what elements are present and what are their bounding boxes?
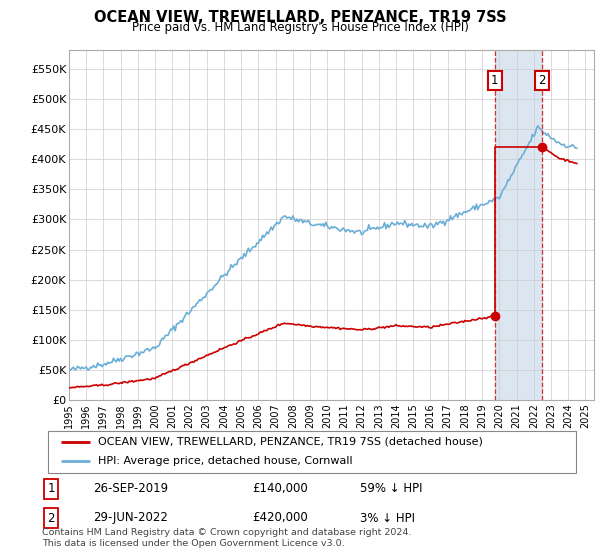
Text: 1: 1 — [47, 482, 55, 496]
Text: £420,000: £420,000 — [252, 511, 308, 525]
Text: Price paid vs. HM Land Registry's House Price Index (HPI): Price paid vs. HM Land Registry's House … — [131, 21, 469, 34]
Text: £140,000: £140,000 — [252, 482, 308, 496]
Text: 29-JUN-2022: 29-JUN-2022 — [93, 511, 168, 525]
Text: 2: 2 — [47, 511, 55, 525]
Text: 3% ↓ HPI: 3% ↓ HPI — [360, 511, 415, 525]
FancyBboxPatch shape — [48, 431, 576, 473]
Text: 26-SEP-2019: 26-SEP-2019 — [93, 482, 168, 496]
Text: Contains HM Land Registry data © Crown copyright and database right 2024.
This d: Contains HM Land Registry data © Crown c… — [42, 528, 412, 548]
Bar — [495, 50, 542, 400]
Text: OCEAN VIEW, TREWELLARD, PENZANCE, TR19 7SS: OCEAN VIEW, TREWELLARD, PENZANCE, TR19 7… — [94, 10, 506, 25]
Text: HPI: Average price, detached house, Cornwall: HPI: Average price, detached house, Corn… — [98, 456, 353, 466]
Text: 1: 1 — [491, 74, 499, 87]
Text: OCEAN VIEW, TREWELLARD, PENZANCE, TR19 7SS (detached house): OCEAN VIEW, TREWELLARD, PENZANCE, TR19 7… — [98, 437, 483, 447]
Text: 59% ↓ HPI: 59% ↓ HPI — [360, 482, 422, 496]
Text: 2: 2 — [538, 74, 546, 87]
